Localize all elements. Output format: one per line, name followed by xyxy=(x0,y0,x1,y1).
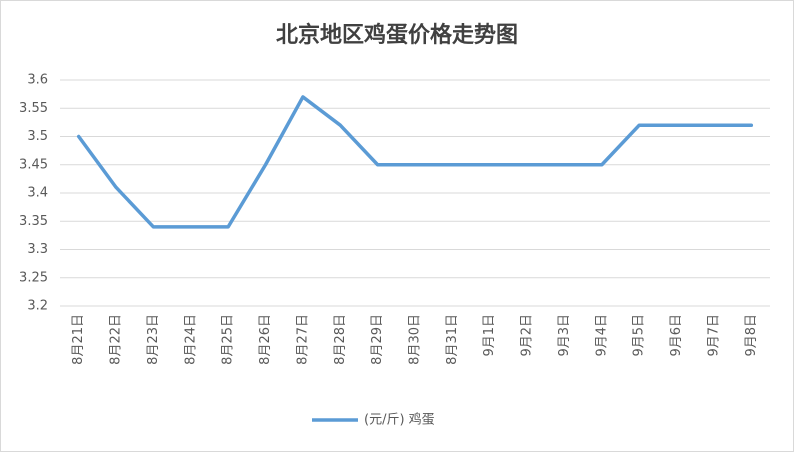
y-tick-label: 3.6 xyxy=(27,73,48,88)
x-tick-label: 9月2日 xyxy=(520,314,535,357)
x-tick-label: 8月28日 xyxy=(333,314,348,365)
x-tick-label: 8月23日 xyxy=(146,314,161,365)
y-tick-label: 3.45 xyxy=(19,157,48,172)
x-tick-label: 9月8日 xyxy=(744,314,759,357)
x-tick-label: 9月1日 xyxy=(482,314,497,357)
y-tick-label: 3.55 xyxy=(19,101,48,116)
x-tick-label: 9月4日 xyxy=(594,314,609,357)
x-tick-label: 8月26日 xyxy=(258,314,273,365)
x-tick-label: 8月29日 xyxy=(370,314,385,365)
x-tick-label: 9月7日 xyxy=(706,314,721,357)
x-tick-label: 8月27日 xyxy=(295,314,310,365)
x-tick-label: 8月22日 xyxy=(109,314,124,365)
x-tick-label: 8月30日 xyxy=(408,314,423,365)
y-tick-label: 3.2 xyxy=(27,299,48,314)
x-tick-label: 9月3日 xyxy=(557,314,572,357)
x-tick-label: 8月25日 xyxy=(221,314,236,365)
y-tick-label: 3.4 xyxy=(27,186,48,201)
line xyxy=(76,95,754,229)
y-tick-label: 3.25 xyxy=(19,270,48,285)
legend-label: (元/斤) 鸡蛋 xyxy=(364,412,435,428)
x-tick-label: 9月5日 xyxy=(632,314,647,357)
chart-title: 北京地区鸡蛋价格走势图 xyxy=(276,22,518,48)
y-tick-label: 3.35 xyxy=(19,214,48,229)
x-tick-label: 9月6日 xyxy=(669,314,684,357)
y-tick-label: 3.5 xyxy=(27,129,48,144)
y-tick-label: 3.3 xyxy=(27,242,48,257)
x-tick-label: 8月21日 xyxy=(71,314,86,365)
x-tick-label: 8月24日 xyxy=(183,314,198,365)
x-tick-label: 8月31日 xyxy=(445,314,460,365)
